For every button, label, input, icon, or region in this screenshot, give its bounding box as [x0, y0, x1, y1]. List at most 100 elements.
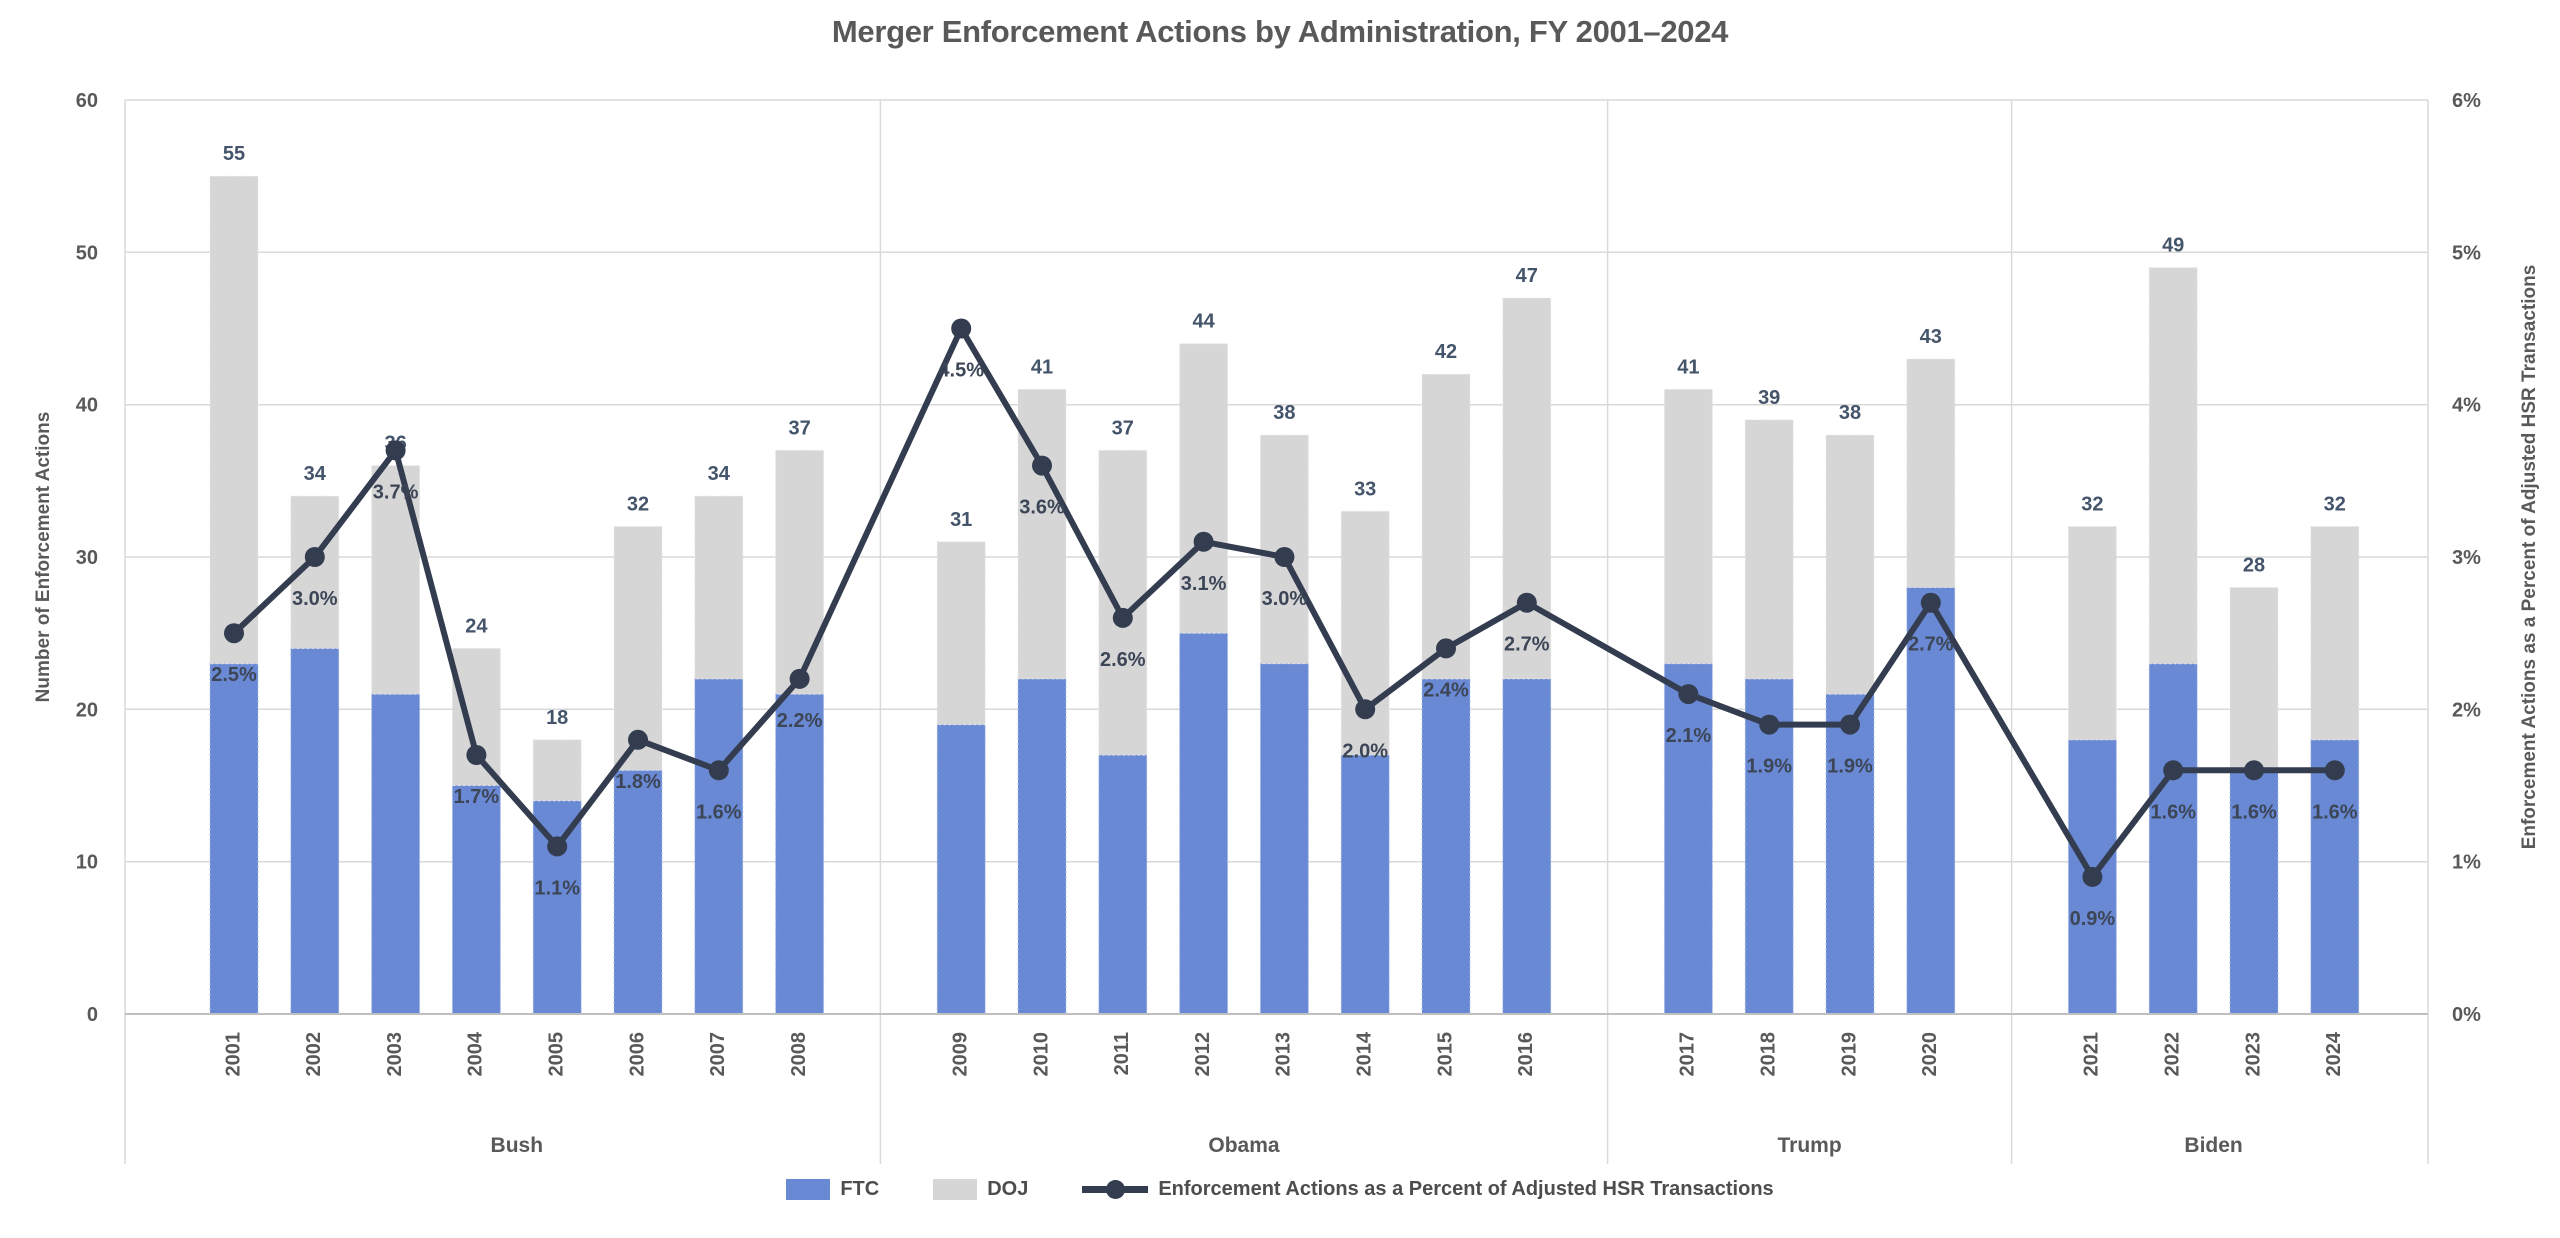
- total-label-2004: 24: [465, 615, 488, 637]
- total-label-2022: 49: [2162, 235, 2184, 257]
- total-label-2006: 32: [627, 494, 649, 516]
- bar-doj-2008: [775, 449, 825, 695]
- right-tick-5%: 5%: [2452, 242, 2481, 264]
- pct-marker-2008: [789, 668, 810, 689]
- total-label-2007: 34: [708, 463, 731, 485]
- pct-marker-2022: [2163, 760, 2184, 781]
- year-label-2003: 2003: [384, 1032, 406, 1077]
- year-label-2022: 2022: [2161, 1032, 2183, 1077]
- bar-ftc-2018: [1744, 678, 1794, 1015]
- bar-doj-2001: [209, 175, 259, 665]
- total-label-2011: 37: [1112, 417, 1134, 439]
- bar-doj-2018: [1744, 419, 1794, 680]
- total-label-2016: 47: [1516, 265, 1538, 287]
- pct-marker-2019: [1840, 714, 1860, 735]
- left-tick-30: 30: [76, 547, 98, 569]
- chart-title: Merger Enforcement Actions by Administra…: [831, 14, 1729, 49]
- pct-marker-2004: [466, 745, 487, 765]
- pct-label-2007: 1.6%: [696, 801, 742, 823]
- bar-doj-2022: [2148, 267, 2198, 665]
- admin-label-trump: Trump: [1778, 1134, 1842, 1157]
- year-label-2009: 2009: [949, 1032, 971, 1077]
- year-label-2004: 2004: [465, 1031, 487, 1076]
- legend-item-line: Enforcement Actions as a Percent of Adju…: [1082, 1178, 1774, 1201]
- pct-marker-2017: [1678, 684, 1699, 705]
- year-label-2023: 2023: [2242, 1032, 2264, 1077]
- bar-ftc-2002: [290, 647, 340, 1015]
- year-label-2024: 2024: [2323, 1031, 2345, 1076]
- pct-marker-2006: [628, 729, 648, 750]
- year-label-2016: 2016: [1515, 1032, 1537, 1077]
- total-label-2023: 28: [2243, 555, 2265, 577]
- pct-marker-2001: [224, 623, 244, 644]
- bar-ftc-2020: [1906, 587, 1956, 1015]
- bar-doj-2024: [2310, 526, 2360, 741]
- bar-doj-2016: [1502, 297, 1552, 680]
- bar-ftc-2015: [1421, 678, 1471, 1015]
- bar-ftc-2024: [2310, 739, 2360, 1015]
- pct-label-2018: 1.9%: [1746, 756, 1792, 778]
- legend-label-ftc: FTC: [840, 1178, 880, 1200]
- year-label-2008: 2008: [788, 1032, 810, 1077]
- left-tick-40: 40: [76, 395, 98, 417]
- admin-label-bush: Bush: [491, 1134, 544, 1157]
- pct-marker-2010: [1032, 455, 1052, 476]
- left-tick-10: 10: [76, 852, 98, 874]
- legend-label-doj: DOJ: [987, 1178, 1029, 1200]
- total-label-2024: 32: [2324, 494, 2346, 516]
- total-label-2014: 33: [1354, 478, 1376, 500]
- bar-ftc-2007: [694, 678, 744, 1015]
- year-label-2018: 2018: [1757, 1032, 1779, 1077]
- pct-label-2001: 2.5%: [211, 664, 257, 686]
- year-label-2020: 2020: [1919, 1032, 1941, 1077]
- bar-ftc-2012: [1179, 632, 1229, 1015]
- pct-label-2005: 1.1%: [534, 877, 580, 899]
- total-label-2021: 32: [2081, 494, 2103, 516]
- pct-label-2012: 3.1%: [1181, 573, 1227, 595]
- bar-ftc-2022: [2148, 663, 2198, 1015]
- bar-ftc-2009: [936, 724, 986, 1015]
- doj-swatch-icon: [933, 1179, 978, 1200]
- bar-doj-2005: [532, 739, 582, 802]
- line-marker-icon: [1082, 1180, 1149, 1199]
- year-label-2010: 2010: [1030, 1032, 1052, 1077]
- legend-label-line: Enforcement Actions as a Percent of Adju…: [1158, 1178, 1774, 1200]
- pct-label-2023: 1.6%: [2231, 801, 2277, 823]
- bar-doj-2017: [1663, 388, 1713, 665]
- pct-marker-2009: [951, 318, 972, 339]
- pct-marker-2018: [1759, 714, 1780, 735]
- pct-marker-2016: [1516, 592, 1537, 613]
- right-tick-4%: 4%: [2452, 395, 2481, 417]
- bar-ftc-2013: [1259, 663, 1309, 1015]
- year-label-2014: 2014: [1353, 1031, 1375, 1076]
- bar-ftc-2016: [1502, 678, 1552, 1015]
- bar-doj-2020: [1906, 358, 1956, 588]
- bar-ftc-2010: [1017, 678, 1067, 1015]
- pct-label-2006: 1.8%: [615, 771, 661, 793]
- bar-ftc-2003: [371, 693, 421, 1015]
- bar-doj-2012: [1179, 343, 1229, 634]
- bar-ftc-2017: [1663, 663, 1713, 1015]
- pct-label-2014: 2.0%: [1342, 740, 1388, 762]
- pct-label-2015: 2.4%: [1423, 679, 1469, 701]
- bar-doj-2015: [1421, 373, 1471, 680]
- year-label-2019: 2019: [1838, 1032, 1860, 1077]
- year-label-2006: 2006: [626, 1032, 648, 1077]
- year-label-2007: 2007: [707, 1032, 729, 1077]
- bar-ftc-2001: [209, 663, 259, 1015]
- year-label-2012: 2012: [1192, 1032, 1214, 1077]
- total-label-2010: 41: [1031, 356, 1053, 378]
- pct-marker-2005: [547, 836, 568, 857]
- bar-ftc-2019: [1825, 693, 1875, 1015]
- pct-label-2024: 1.6%: [2312, 801, 2358, 823]
- year-label-2015: 2015: [1434, 1032, 1456, 1077]
- pct-marker-2014: [1355, 699, 1376, 720]
- total-label-2012: 44: [1192, 311, 1215, 333]
- total-label-2013: 38: [1273, 402, 1295, 424]
- left-tick-0: 0: [87, 1004, 98, 1026]
- pct-marker-2013: [1274, 547, 1295, 567]
- bar-ftc-2011: [1098, 754, 1148, 1015]
- total-label-2017: 41: [1677, 356, 1699, 378]
- pct-label-2009: 4.5%: [938, 360, 984, 382]
- pct-label-2021: 0.9%: [2070, 908, 2116, 930]
